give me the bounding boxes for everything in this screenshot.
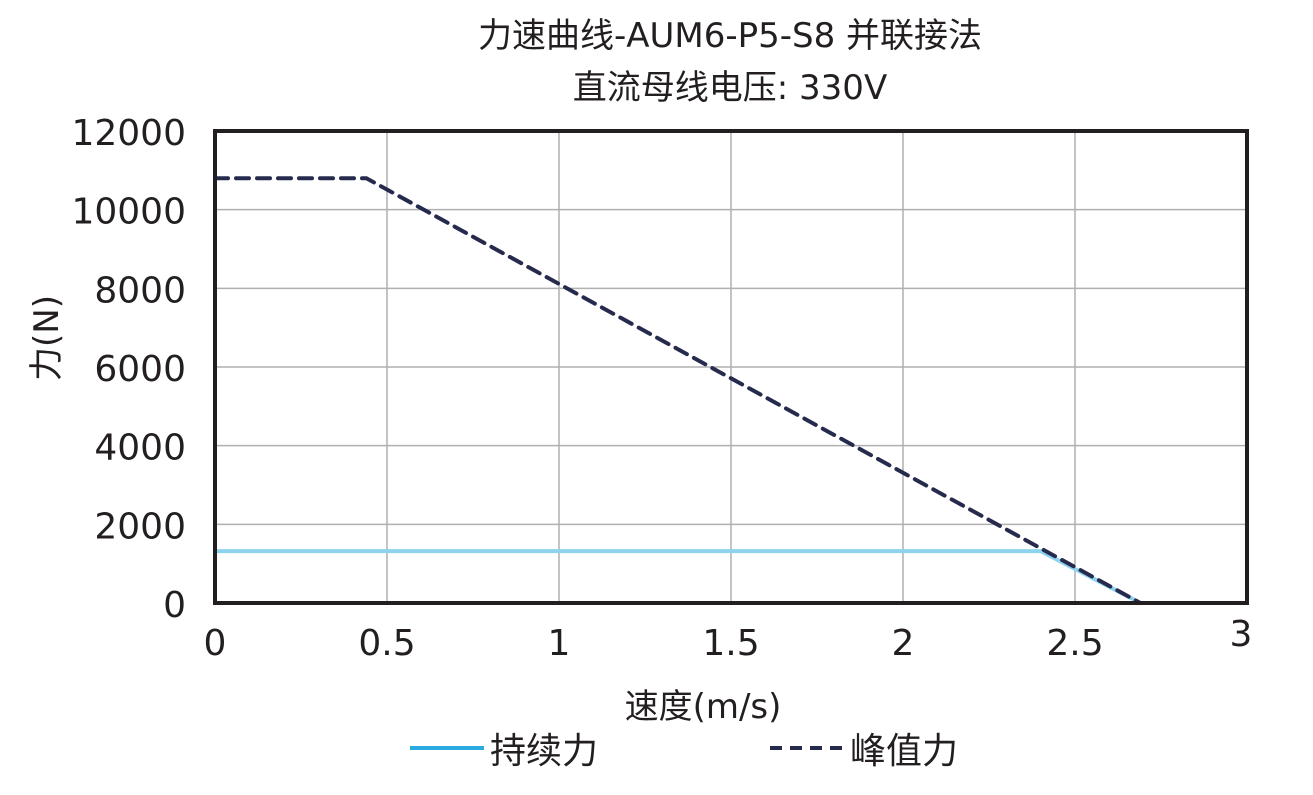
y-tick-label: 8000 [94,270,186,311]
legend-item-peak: 峰值力 [770,722,958,774]
x-tick-label: 1.5 [702,623,759,664]
grid-lines [214,130,1248,604]
legend-dashed-line-icon [770,746,844,750]
y-tick-label: 4000 [94,428,186,469]
peak-force-line [213,176,1143,605]
y-tick-label: 6000 [94,349,186,390]
chart-subtitle: 直流母线电压: 330V [572,68,888,108]
legend-label-continuous: 持续力 [490,731,599,772]
x-tick-label: 0 [204,623,227,664]
x-tick-label: 3 [1230,614,1253,655]
plot-frame [213,129,1249,605]
chart-title: 力速曲线-AUM6-P5-S8 并联接法 [477,16,983,56]
y-tick-label: 10000 [71,192,186,233]
y-axis-ticks: 0 2000 4000 6000 8000 10000 12000 [71,113,186,626]
legend-label-peak: 峰值力 [850,731,959,772]
x-axis-ticks: 0 0.5 1 1.5 2 2.5 3 [204,614,1253,664]
legend-solid-line-icon [410,746,484,750]
x-axis-label: 速度(m/s) [625,687,782,727]
legend-item-continuous: 持续力 [410,722,598,774]
y-tick-label: 2000 [94,506,186,547]
y-tick-label: 12000 [71,113,186,154]
x-tick-label: 2 [892,623,915,664]
x-tick-label: 0.5 [358,623,415,664]
y-axis-label: 力(N) [27,295,67,381]
x-tick-label: 1 [548,623,571,664]
y-tick-label: 0 [163,585,186,626]
series-lines [213,176,1143,605]
continuous-force-line [215,549,1142,605]
x-tick-label: 2.5 [1046,623,1103,664]
